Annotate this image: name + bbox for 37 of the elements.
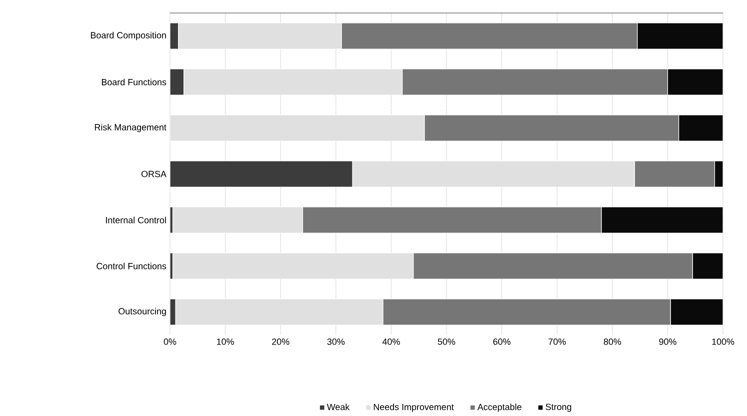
y-tick-label: ORSA [142,171,166,178]
bar [170,114,425,142]
x-tick-label: 90% [659,338,676,346]
bar [352,160,635,188]
x-tick-label: 30% [327,338,345,346]
bar [178,22,342,50]
y-tick-label: Internal Control [106,216,166,224]
y-tick-label: Outsourcing [118,308,166,316]
x-tick-label: 100% [712,338,734,346]
bar [678,114,723,142]
x-tick-label: 10% [217,338,234,346]
x-tick-label: 80% [604,338,622,346]
legend-label: Acceptable [477,404,522,412]
x-tick-label: 60% [493,338,510,346]
legend-label: Needs Improvement [374,404,454,412]
bar [670,298,723,326]
y-tick-label: Board Composition [90,32,166,40]
x-tick-label: 70% [548,338,566,346]
bar [667,68,723,96]
x-tick-label: 50% [438,338,456,346]
y-tick-label: Risk Management [94,124,166,132]
x-tick-label: 0% [164,338,176,346]
bar [170,69,184,96]
bar [172,252,414,280]
x-tick-label: 20% [272,338,290,346]
x-tick-label: 40% [382,338,400,346]
y-tick-label: Control Functions [96,262,166,270]
legend-label: Weak [326,404,350,410]
bar [636,22,723,50]
bar [601,206,723,234]
y-tick-label: Board Functions [102,78,166,86]
bar [170,160,353,188]
bar [172,206,304,234]
bar [175,298,384,326]
legend-label: Strong [546,404,572,412]
bar [692,252,723,280]
bar [184,68,403,96]
